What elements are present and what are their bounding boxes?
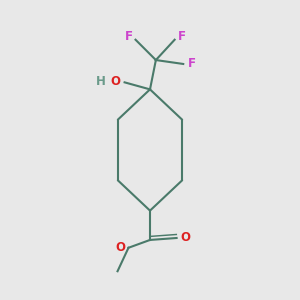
Text: F: F — [178, 30, 186, 43]
Text: H: H — [96, 75, 106, 88]
Text: F: F — [188, 58, 196, 70]
Text: O: O — [116, 241, 126, 254]
Text: O: O — [180, 232, 190, 244]
Text: F: F — [124, 30, 133, 43]
Text: O: O — [111, 75, 121, 88]
